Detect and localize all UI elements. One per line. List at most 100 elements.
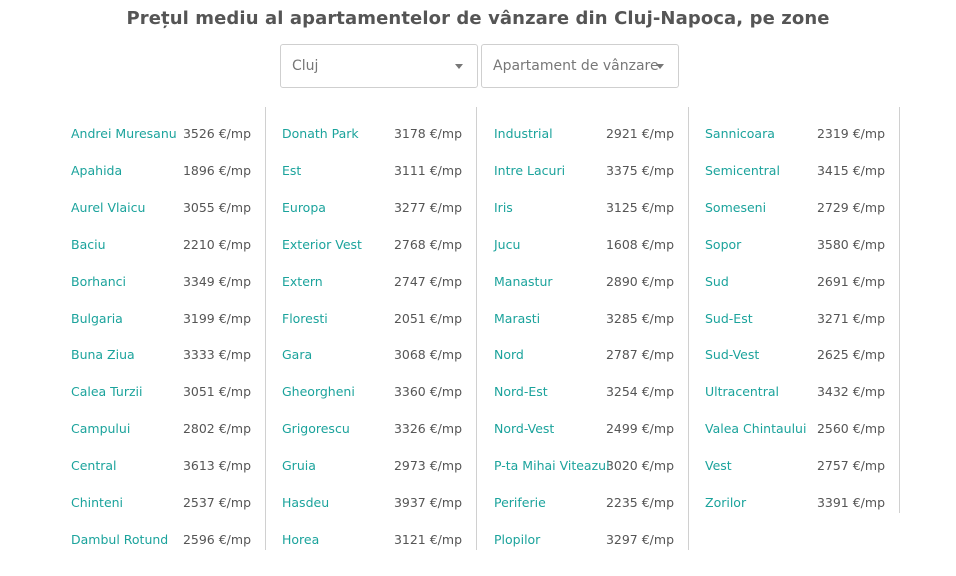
zone-price: 3432 €/mp (816, 384, 885, 400)
zone-row: Donath Park 3178 €/mp (282, 124, 462, 144)
zone-price: 3391 €/mp (816, 495, 885, 510)
zone-price: 1896 €/mp (182, 162, 251, 178)
zone-row: Ultracentral 3432 €/mp (705, 382, 885, 402)
zone-link[interactable]: Nord (494, 347, 524, 363)
zone-price: 3111 €/mp (393, 162, 462, 178)
zone-column-4: Sannicoara 2319 €/mp Semicentral 3415 €/mp S… (689, 107, 900, 513)
zone-price: 3277 €/mp (393, 199, 462, 215)
zone-link[interactable]: Extern (282, 273, 323, 289)
zone-link[interactable]: Buna Ziua (71, 347, 135, 363)
zone-row: Iris 3125 €/mp (494, 198, 674, 218)
zone-link[interactable]: Baciu (71, 236, 106, 252)
zone-price: 3326 €/mp (393, 421, 462, 437)
zone-link[interactable]: Horea (282, 531, 320, 547)
city-select[interactable]: Cluj (280, 44, 478, 88)
zone-link[interactable]: Plopilor (494, 531, 541, 547)
zone-link[interactable]: Nord-Est (494, 384, 548, 400)
property-type-select[interactable]: Apartament de vânzare (481, 44, 679, 88)
zone-link[interactable]: Chinteni (71, 495, 124, 510)
zone-link[interactable]: Sud (705, 273, 729, 289)
zone-row: Exterior Vest 2768 €/mp (282, 235, 462, 255)
zone-price: 2768 €/mp (393, 236, 462, 252)
zone-link[interactable]: Sannicoara (705, 126, 775, 141)
zone-row: Industrial 2921 €/mp (494, 124, 674, 144)
property-type-select-value: Apartament de vânzare (493, 58, 659, 74)
zone-link[interactable]: Zorilor (705, 495, 747, 510)
zone-link[interactable]: Grigorescu (282, 421, 350, 437)
zone-price: 3285 €/mp (605, 310, 674, 326)
zone-price: 2921 €/mp (605, 126, 674, 141)
zone-row: Nord-Est 3254 €/mp (494, 382, 674, 402)
zone-link[interactable]: Sopor (705, 236, 742, 252)
zone-row: Bulgaria 3199 €/mp (71, 309, 251, 329)
zone-price: 2757 €/mp (816, 458, 885, 474)
zone-link[interactable]: Andrei Muresanu (71, 126, 177, 141)
zone-link[interactable]: Apahida (71, 162, 123, 178)
chevron-down-icon (656, 64, 664, 69)
zone-link[interactable]: Valea Chintaului (705, 421, 807, 437)
zone-link[interactable]: Manastur (494, 273, 553, 289)
zone-row: Grigorescu 3326 €/mp (282, 419, 462, 439)
zone-row: Buna Ziua 3333 €/mp (71, 345, 251, 365)
zone-price: 1608 €/mp (605, 236, 674, 252)
zone-row: Jucu 1608 €/mp (494, 235, 674, 255)
zone-price: 3055 €/mp (182, 199, 251, 215)
zone-link[interactable]: Gheorgheni (282, 384, 355, 400)
zone-link[interactable]: Bulgaria (71, 310, 123, 326)
zone-link[interactable]: Industrial (494, 126, 553, 141)
zone-link[interactable]: Aurel Vlaicu (71, 199, 146, 215)
zone-price: 2596 €/mp (182, 531, 251, 547)
chevron-down-icon (455, 64, 463, 69)
zone-price: 3068 €/mp (393, 347, 462, 363)
zone-price: 3349 €/mp (182, 273, 251, 289)
zone-row: Est 3111 €/mp (282, 161, 462, 181)
zone-link[interactable]: Ultracentral (705, 384, 779, 400)
zone-link[interactable]: Hasdeu (282, 495, 330, 510)
zone-row: Hasdeu 3937 €/mp (282, 493, 462, 513)
zone-link[interactable]: Periferie (494, 495, 546, 510)
zone-link[interactable]: Iris (494, 199, 513, 215)
zone-row: Gruia 2973 €/mp (282, 456, 462, 476)
zone-link[interactable]: Exterior Vest (282, 236, 362, 252)
zone-price: 3415 €/mp (816, 162, 885, 178)
zone-link[interactable]: Campului (71, 421, 131, 437)
zone-link[interactable]: P-ta Mihai Viteazul (494, 458, 610, 474)
zone-price: 3580 €/mp (816, 236, 885, 252)
zone-link[interactable]: Vest (705, 458, 732, 474)
zone-row: Borhanci 3349 €/mp (71, 272, 251, 292)
zone-row: Calea Turzii 3051 €/mp (71, 382, 251, 402)
zone-link[interactable]: Central (71, 458, 117, 474)
zone-price: 3020 €/mp (605, 458, 674, 474)
zone-price: 3125 €/mp (605, 199, 674, 215)
zone-row: Valea Chintaului 2560 €/mp (705, 419, 885, 439)
zone-link[interactable]: Gruia (282, 458, 316, 474)
zone-link[interactable]: Someseni (705, 199, 767, 215)
zone-link[interactable]: Gara (282, 347, 313, 363)
zone-link[interactable]: Donath Park (282, 126, 359, 141)
zone-column-3: Industrial 2921 €/mp Intre Lacuri 3375 €/mp… (478, 107, 689, 550)
zone-row: Sud-Vest 2625 €/mp (705, 345, 885, 365)
zone-link[interactable]: Intre Lacuri (494, 162, 566, 178)
zone-price: 3178 €/mp (393, 126, 462, 141)
zone-link[interactable]: Borhanci (71, 273, 126, 289)
zone-link[interactable]: Calea Turzii (71, 384, 143, 400)
zone-link[interactable]: Dambul Rotund (71, 531, 169, 547)
zone-row: Vest 2757 €/mp (705, 456, 885, 476)
zone-row: Extern 2747 €/mp (282, 272, 462, 292)
zone-row: Europa 3277 €/mp (282, 198, 462, 218)
zone-row: Nord-Vest 2499 €/mp (494, 419, 674, 439)
zone-link[interactable]: Europa (282, 199, 326, 215)
zone-link[interactable]: Jucu (494, 236, 521, 252)
zone-link[interactable]: Semicentral (705, 162, 780, 178)
zone-link[interactable]: Est (282, 162, 302, 178)
city-select-value: Cluj (292, 58, 319, 74)
zone-link[interactable]: Floresti (282, 310, 328, 326)
zone-link[interactable]: Sud-Vest (705, 347, 760, 363)
zone-price: 2319 €/mp (816, 126, 885, 141)
zone-price: 2537 €/mp (182, 495, 251, 510)
zone-link[interactable]: Nord-Vest (494, 421, 555, 437)
zone-link[interactable]: Marasti (494, 310, 541, 326)
zone-price: 2625 €/mp (816, 347, 885, 363)
zone-link[interactable]: Sud-Est (705, 310, 753, 326)
